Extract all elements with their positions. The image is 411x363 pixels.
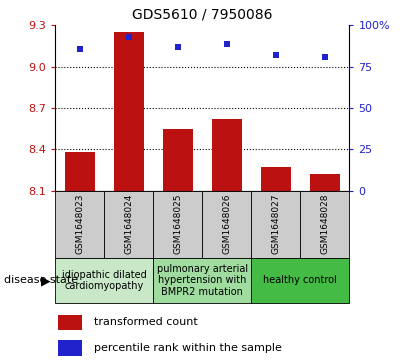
Bar	[202, 191, 252, 258]
Text: disease state: disease state	[4, 276, 78, 285]
Text: GSM1648025: GSM1648025	[173, 194, 182, 254]
Text: ▶: ▶	[41, 274, 51, 287]
Point	[175, 44, 181, 50]
Bar	[58, 340, 82, 356]
Bar	[58, 315, 82, 330]
Text: GSM1648024: GSM1648024	[125, 194, 134, 254]
Bar	[153, 191, 202, 258]
Bar	[55, 258, 153, 303]
Bar	[55, 191, 104, 258]
Bar	[104, 191, 153, 258]
Bar	[114, 32, 143, 191]
Point	[77, 46, 83, 52]
Bar	[252, 258, 349, 303]
Bar	[300, 191, 349, 258]
Text: GSM1648023: GSM1648023	[76, 194, 85, 254]
Text: GSM1648026: GSM1648026	[222, 194, 231, 254]
Text: pulmonary arterial
hypertension with
BMPR2 mutation: pulmonary arterial hypertension with BMP…	[157, 264, 248, 297]
Title: GDS5610 / 7950086: GDS5610 / 7950086	[132, 8, 272, 21]
Text: idiopathic dilated
cardiomyopathy: idiopathic dilated cardiomyopathy	[62, 270, 147, 291]
Bar	[261, 167, 291, 191]
Text: GSM1648028: GSM1648028	[320, 194, 329, 254]
Text: healthy control: healthy control	[263, 276, 337, 285]
Point	[126, 34, 132, 40]
Text: transformed count: transformed count	[94, 318, 197, 327]
Bar	[310, 174, 339, 191]
Point	[321, 54, 328, 60]
Bar	[212, 119, 242, 191]
Text: percentile rank within the sample: percentile rank within the sample	[94, 343, 282, 353]
Point	[224, 41, 230, 46]
Text: GSM1648027: GSM1648027	[271, 194, 280, 254]
Bar	[65, 152, 95, 191]
Bar	[153, 258, 252, 303]
Bar	[252, 191, 300, 258]
Point	[272, 52, 279, 58]
Bar	[163, 129, 193, 191]
